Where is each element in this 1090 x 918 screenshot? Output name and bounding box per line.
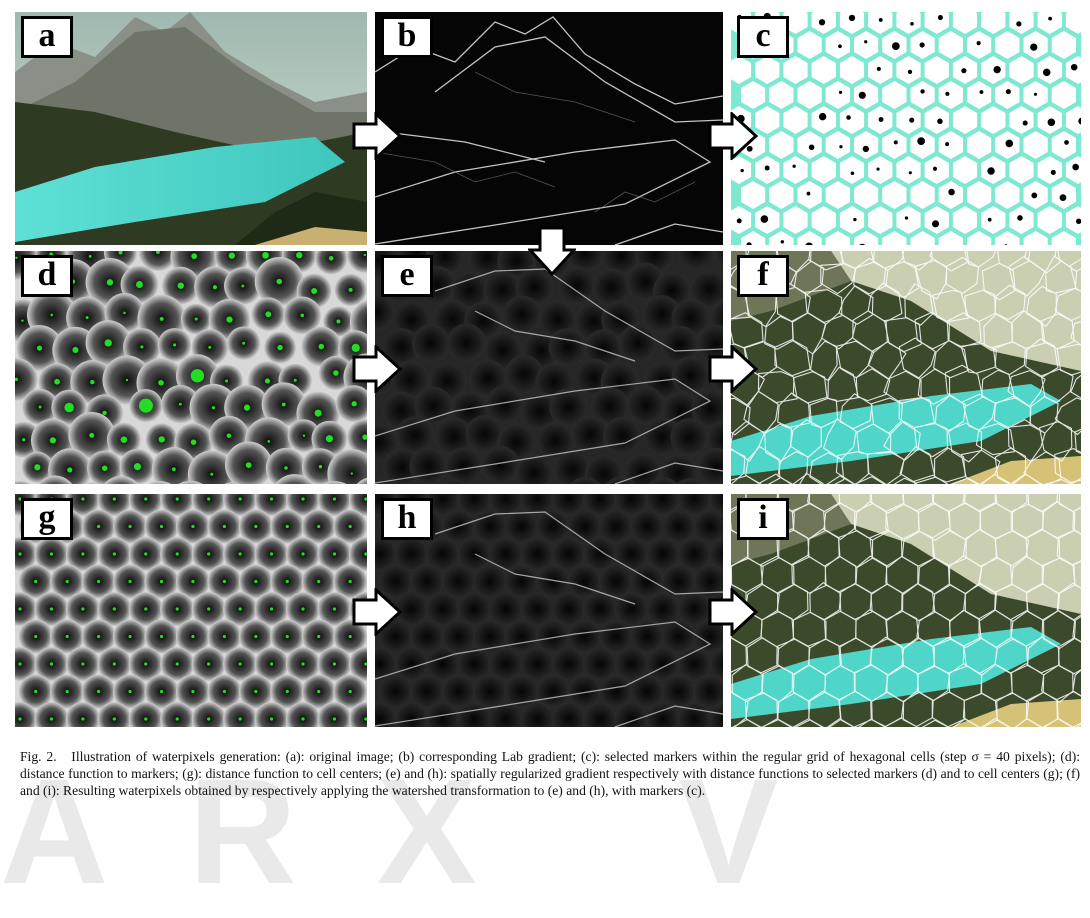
panel-f-waterpixels-markers: f bbox=[731, 251, 1081, 484]
panel-b-lab-gradient: b bbox=[375, 12, 723, 245]
figure-label: Fig. 2. bbox=[20, 749, 57, 764]
panel-label: e bbox=[381, 255, 433, 297]
panel-label: a bbox=[21, 16, 73, 58]
panel-i-waterpixels-centers: i bbox=[731, 494, 1081, 727]
panel-label: c bbox=[737, 16, 789, 58]
panel-label: f bbox=[737, 255, 789, 297]
arrow-right-icon bbox=[352, 345, 404, 393]
panel-c-selected-markers: c bbox=[731, 12, 1081, 245]
arrow-right-icon bbox=[352, 588, 404, 636]
panel-label: b bbox=[381, 16, 433, 58]
panel-a-original-image: a bbox=[15, 12, 367, 245]
panel-h-regularized-gradient-centers: h bbox=[375, 494, 723, 727]
arrow-right-icon bbox=[708, 588, 760, 636]
figure-caption: Fig. 2. Illustration of waterpixels gene… bbox=[20, 748, 1080, 799]
panel-label: g bbox=[21, 498, 73, 540]
caption-text: Illustration of waterpixels generation: … bbox=[20, 749, 1080, 798]
arrow-right-icon bbox=[352, 112, 404, 160]
panel-e-regularized-gradient-markers: e bbox=[375, 251, 723, 484]
arrow-right-icon bbox=[708, 112, 760, 160]
panel-label: i bbox=[737, 498, 789, 540]
panel-label: h bbox=[381, 498, 433, 540]
panel-label: d bbox=[21, 255, 73, 297]
arrow-right-icon bbox=[708, 345, 760, 393]
panel-g-distance-to-cell-centers: g bbox=[15, 494, 367, 727]
panel-d-distance-to-markers: d bbox=[15, 251, 367, 484]
arrow-down-icon bbox=[528, 226, 576, 278]
